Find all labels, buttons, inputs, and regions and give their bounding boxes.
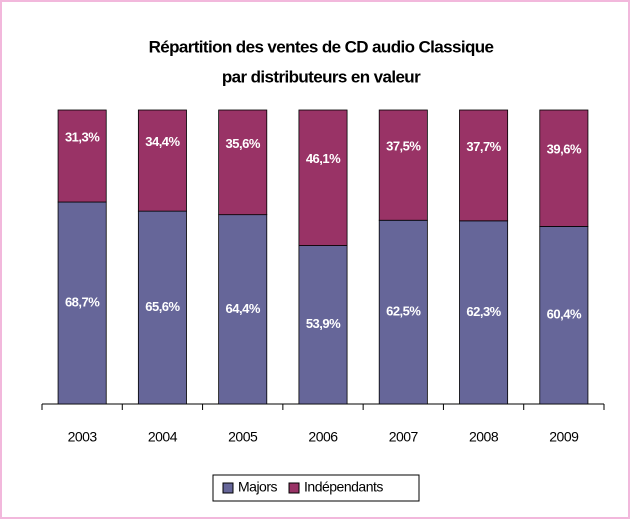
chart-title: Répartition des ventes de CD audio Class… xyxy=(149,37,494,56)
legend-swatch xyxy=(222,482,234,494)
data-label: 37,7% xyxy=(466,139,501,154)
bar-segment xyxy=(137,109,187,212)
x-tick-label: 2005 xyxy=(228,429,258,445)
x-tick-label: 2003 xyxy=(68,429,98,445)
data-label: 34,4% xyxy=(145,134,180,149)
bar-segment xyxy=(539,226,589,405)
data-label: 39,6% xyxy=(547,142,582,157)
data-label: 65,6% xyxy=(145,299,180,314)
legend-box xyxy=(212,474,420,502)
data-label: 60,4% xyxy=(547,307,582,322)
x-tick-label: 2006 xyxy=(308,429,338,445)
bar-segment xyxy=(137,210,187,405)
data-label: 62,5% xyxy=(386,304,421,319)
data-label: 64,4% xyxy=(226,301,261,316)
bar-segment xyxy=(298,109,348,246)
x-tick-label: 2004 xyxy=(148,429,178,445)
bar-segment xyxy=(218,109,268,216)
x-tick-label: 2009 xyxy=(549,429,579,445)
bar-segment xyxy=(218,214,268,405)
data-label: 37,5% xyxy=(386,139,421,154)
bar-segment xyxy=(539,109,589,227)
chart-title: par distributeurs en valeur xyxy=(222,67,421,86)
x-tick-label: 2008 xyxy=(469,429,499,445)
bar-segment xyxy=(57,109,107,203)
data-label: 46,1% xyxy=(306,151,341,166)
data-label: 31,3% xyxy=(65,129,100,144)
bar-segment xyxy=(57,201,107,405)
data-label: 62,3% xyxy=(466,304,501,319)
legend-label: Majors xyxy=(238,479,278,495)
bar-segment xyxy=(298,245,348,405)
legend-swatch xyxy=(288,482,300,494)
x-tick-label: 2007 xyxy=(389,429,419,445)
data-label: 53,9% xyxy=(306,316,341,331)
bar-segment xyxy=(378,219,428,405)
bar-segment xyxy=(378,109,428,221)
data-label: 35,6% xyxy=(226,136,261,151)
legend-label: Indépendants xyxy=(304,479,383,495)
bar-segment xyxy=(459,109,509,222)
data-label: 68,7% xyxy=(65,294,100,309)
